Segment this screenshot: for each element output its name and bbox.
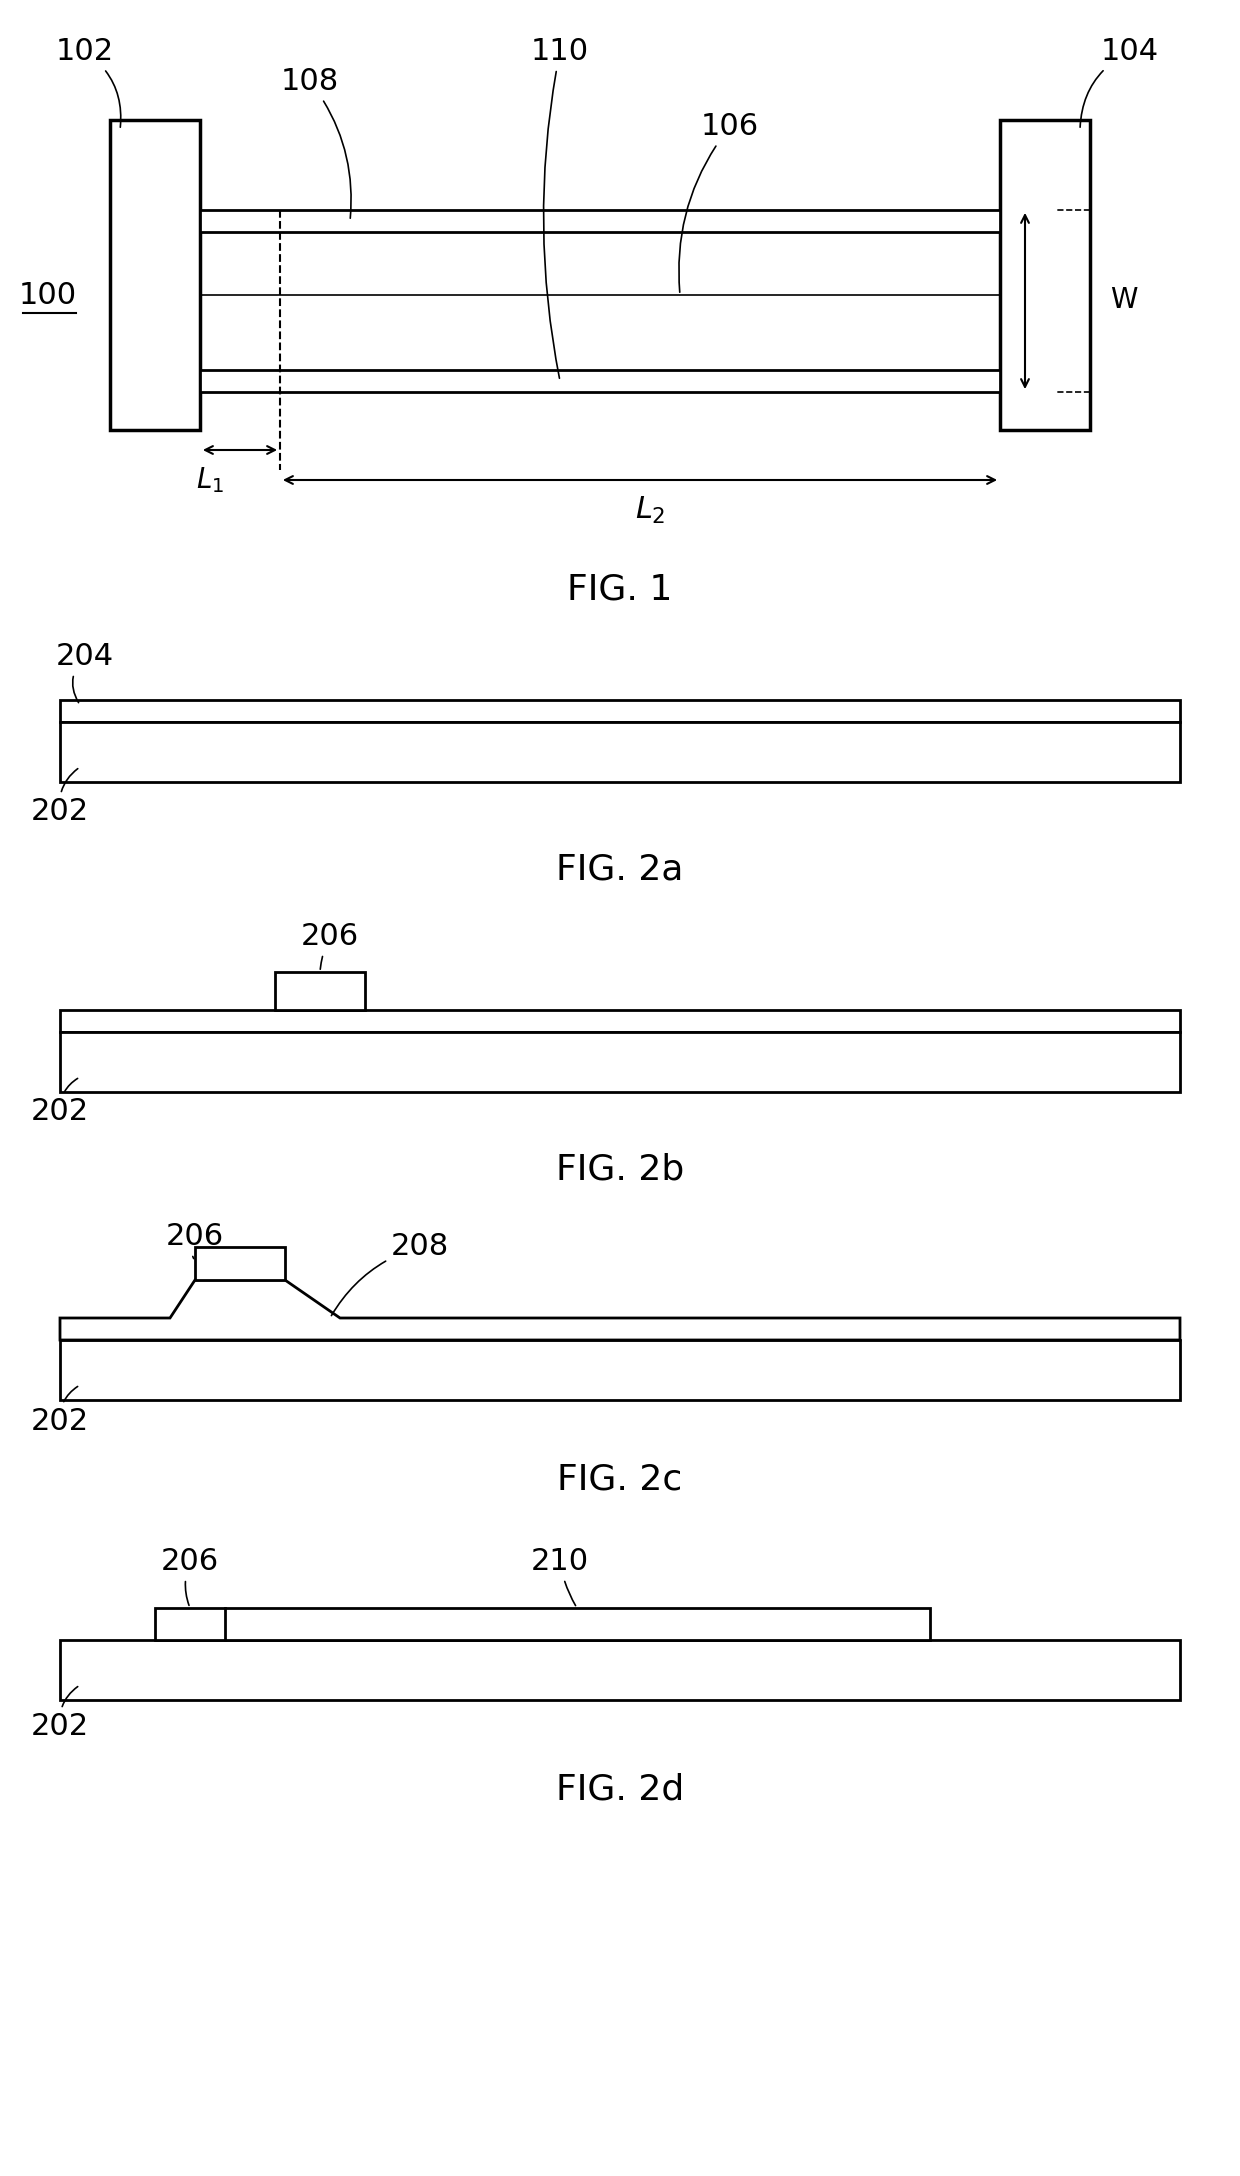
Text: $L_1$: $L_1$ [196,466,224,494]
Bar [60,722,1180,781]
Text: 206: 206 [161,1547,219,1606]
Text: 104: 104 [1080,37,1159,126]
Bar [999,120,1090,431]
Text: 202: 202 [31,1079,89,1125]
Bar [155,1608,930,1641]
Polygon shape [60,1279,1180,1340]
Text: 202: 202 [31,768,89,827]
Text: 206: 206 [301,923,360,968]
Bar [60,1010,1180,1031]
Text: FIG. 2a: FIG. 2a [557,853,683,888]
Text: 204: 204 [56,642,114,703]
Text: 102: 102 [56,37,120,126]
Text: 210: 210 [531,1547,589,1606]
Text: 106: 106 [678,111,759,292]
Bar [60,1641,1180,1699]
Text: 100: 100 [19,281,77,309]
Bar [60,701,1180,722]
Text: W: W [1110,285,1137,313]
Text: FIG. 2c: FIG. 2c [557,1462,683,1497]
Bar [200,370,999,392]
Text: 110: 110 [531,37,589,379]
Text: 208: 208 [331,1232,449,1316]
Bar [110,120,200,431]
Text: 108: 108 [281,67,351,218]
Text: FIG. 2b: FIG. 2b [556,1153,684,1186]
Text: 206: 206 [166,1223,224,1258]
Text: FIG. 2d: FIG. 2d [556,1773,684,1806]
Bar [60,1031,1180,1092]
Bar [195,1247,285,1279]
Text: $L_2$: $L_2$ [635,494,665,527]
Text: FIG. 1: FIG. 1 [568,572,672,607]
Text: 202: 202 [31,1686,89,1741]
Bar [60,1340,1180,1399]
Text: 202: 202 [31,1386,89,1436]
Bar [275,973,365,1010]
Bar [200,211,999,233]
